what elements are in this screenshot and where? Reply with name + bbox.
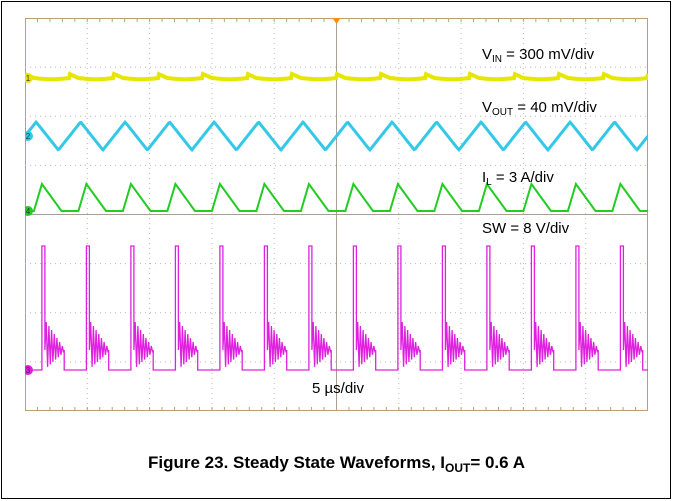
channel-marker-3 — [25, 365, 33, 375]
vout-trace — [25, 120, 648, 152]
sw-scale-label: SW = 8 V/div — [482, 220, 570, 237]
channel-marker-1 — [25, 73, 33, 83]
channel-marker-2 — [25, 131, 33, 141]
timebase-label: 5 µs/div — [312, 380, 364, 397]
figure-caption: Figure 23. Steady State Waveforms, IOUT=… — [148, 453, 525, 475]
waveform-plot: 1 2 4 3 — [25, 18, 648, 411]
il-scale-label: IL = 3 A/div — [482, 169, 554, 188]
vin-scale-label: VIN = 300 mV/div — [482, 46, 595, 65]
sw-trace — [25, 245, 648, 371]
channel-number-2: 2 — [26, 132, 31, 141]
trigger-marker — [332, 18, 341, 24]
vout-scale-label: VOUT = 40 mV/div — [482, 99, 597, 118]
channel-number-4: 4 — [26, 207, 31, 216]
channel-number-1: 1 — [26, 74, 31, 83]
channel-number-3: 3 — [26, 366, 31, 375]
vin-trace — [25, 71, 648, 82]
oscilloscope-screen: 1 2 4 3 — [25, 18, 648, 411]
channel-marker-4 — [25, 206, 33, 216]
il-trace — [25, 181, 648, 212]
